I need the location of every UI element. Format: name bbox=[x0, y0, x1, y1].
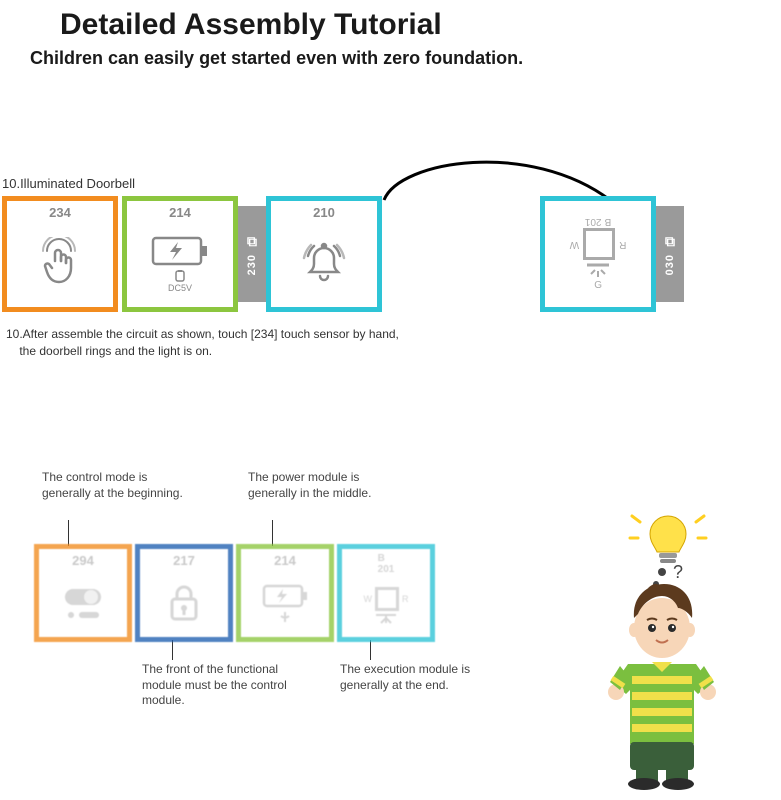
bell-icon bbox=[271, 220, 377, 307]
leader-line bbox=[370, 640, 371, 660]
instruction-text: 10.After assemble the circuit as shown, … bbox=[6, 326, 399, 360]
module-id: 214 bbox=[274, 553, 296, 568]
note-2: The front of the functional module must … bbox=[142, 662, 312, 709]
side-r: R bbox=[619, 239, 626, 250]
switch-icon bbox=[39, 568, 127, 637]
remote-assembly: G R W B 201 ⧉ 030 bbox=[540, 196, 684, 312]
battery-icon: DC5V bbox=[127, 220, 233, 307]
note-1: The control mode is generally at the beg… bbox=[42, 470, 192, 501]
touch-icon bbox=[7, 220, 113, 307]
rgbled-icon: G R W B 201 bbox=[545, 201, 651, 307]
note-3: The power module is generally in the mid… bbox=[248, 470, 398, 501]
module-214: 214 DC5V bbox=[122, 196, 238, 312]
side-b: B bbox=[605, 217, 612, 228]
section-label: 10.Illuminated Doorbell bbox=[2, 176, 135, 191]
link-icon: ⧉ bbox=[665, 233, 675, 250]
module-201-remote: G R W B 201 bbox=[540, 196, 656, 312]
module-214b: 214 bbox=[236, 544, 334, 642]
connector-230: ⧉ 230 bbox=[238, 206, 266, 302]
side-g: G bbox=[594, 281, 602, 292]
note-4: The execution module is generally at the… bbox=[340, 662, 510, 693]
module-210: 210 bbox=[266, 196, 382, 312]
connector-id: 030 bbox=[664, 254, 676, 275]
module-201b: B201 W R bbox=[337, 544, 435, 642]
leader-line bbox=[172, 640, 173, 660]
page-subtitle: Children can easily get started even wit… bbox=[0, 42, 781, 69]
module-id: 214 bbox=[169, 205, 191, 220]
module-217: 217 bbox=[135, 544, 233, 642]
module-id: 234 bbox=[49, 205, 71, 220]
side-w: W bbox=[570, 239, 579, 250]
battery-icon bbox=[241, 568, 329, 637]
svg-text:?: ? bbox=[673, 562, 683, 582]
rgbled-icon: W R bbox=[342, 575, 430, 637]
module-294: 294 bbox=[34, 544, 132, 642]
leader-line bbox=[68, 520, 69, 546]
module-id: 210 bbox=[313, 205, 335, 220]
module-id: 201 bbox=[585, 217, 602, 228]
connector-030: ⧉ 030 bbox=[656, 206, 684, 302]
boy-illustration: ? bbox=[570, 510, 750, 795]
assembly-row: 234 214 bbox=[2, 196, 382, 312]
connector-id: 230 bbox=[246, 254, 258, 275]
leader-line bbox=[272, 520, 273, 546]
module-id: 217 bbox=[173, 553, 195, 568]
lock-icon bbox=[140, 568, 228, 637]
explain-row: 294 217 214 bbox=[34, 544, 435, 642]
battery-sublabel: DC5V bbox=[168, 283, 192, 293]
module-234: 234 bbox=[2, 196, 118, 312]
link-icon: ⧉ bbox=[247, 233, 257, 250]
module-id: B201 bbox=[378, 553, 395, 575]
module-id: 294 bbox=[72, 553, 94, 568]
page-title: Detailed Assembly Tutorial bbox=[0, 0, 781, 42]
